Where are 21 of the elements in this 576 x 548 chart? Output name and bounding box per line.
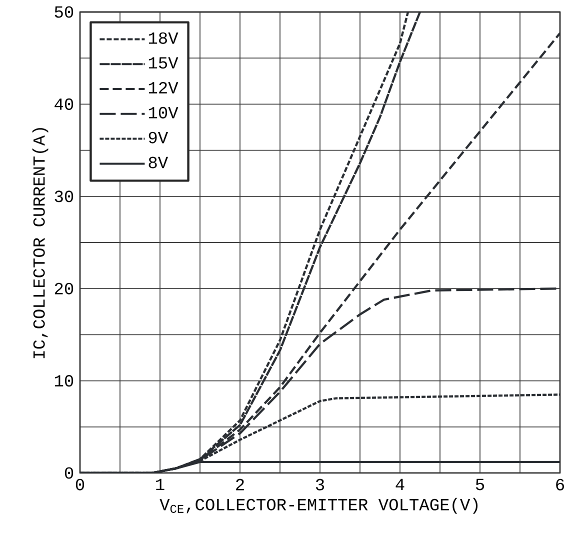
x-tick-label: 6: [556, 478, 564, 490]
y-tick-label: 30: [54, 190, 74, 202]
y-tick-label: 20: [54, 282, 74, 294]
legend-label: 10V: [148, 106, 178, 118]
y-tick-label: 0: [64, 467, 74, 479]
legend-label: 18V: [148, 32, 178, 44]
legend-label: 8V: [148, 156, 168, 168]
legend-label: 15V: [148, 57, 178, 69]
legend-label: 12V: [148, 82, 178, 94]
x-tick-label: 3: [316, 478, 324, 490]
y-tick-label: 40: [54, 98, 74, 110]
x-tick-label: 1: [156, 478, 164, 490]
x-tick-label: 5: [476, 478, 484, 490]
y-axis-title: IC,COLLECTOR CURRENT(A): [32, 128, 48, 358]
x-tick-label: 4: [396, 478, 404, 490]
y-tick-label: 50: [54, 6, 74, 18]
y-tick-label: 10: [54, 375, 74, 387]
legend-label: 9V: [148, 132, 168, 144]
x-tick-label: 2: [236, 478, 244, 490]
x-axis-title: V$_{CE}$,COLLECTOR-EMITTER VOLTAGE(V): [160, 498, 478, 514]
x-tick-label: 0: [76, 478, 84, 490]
